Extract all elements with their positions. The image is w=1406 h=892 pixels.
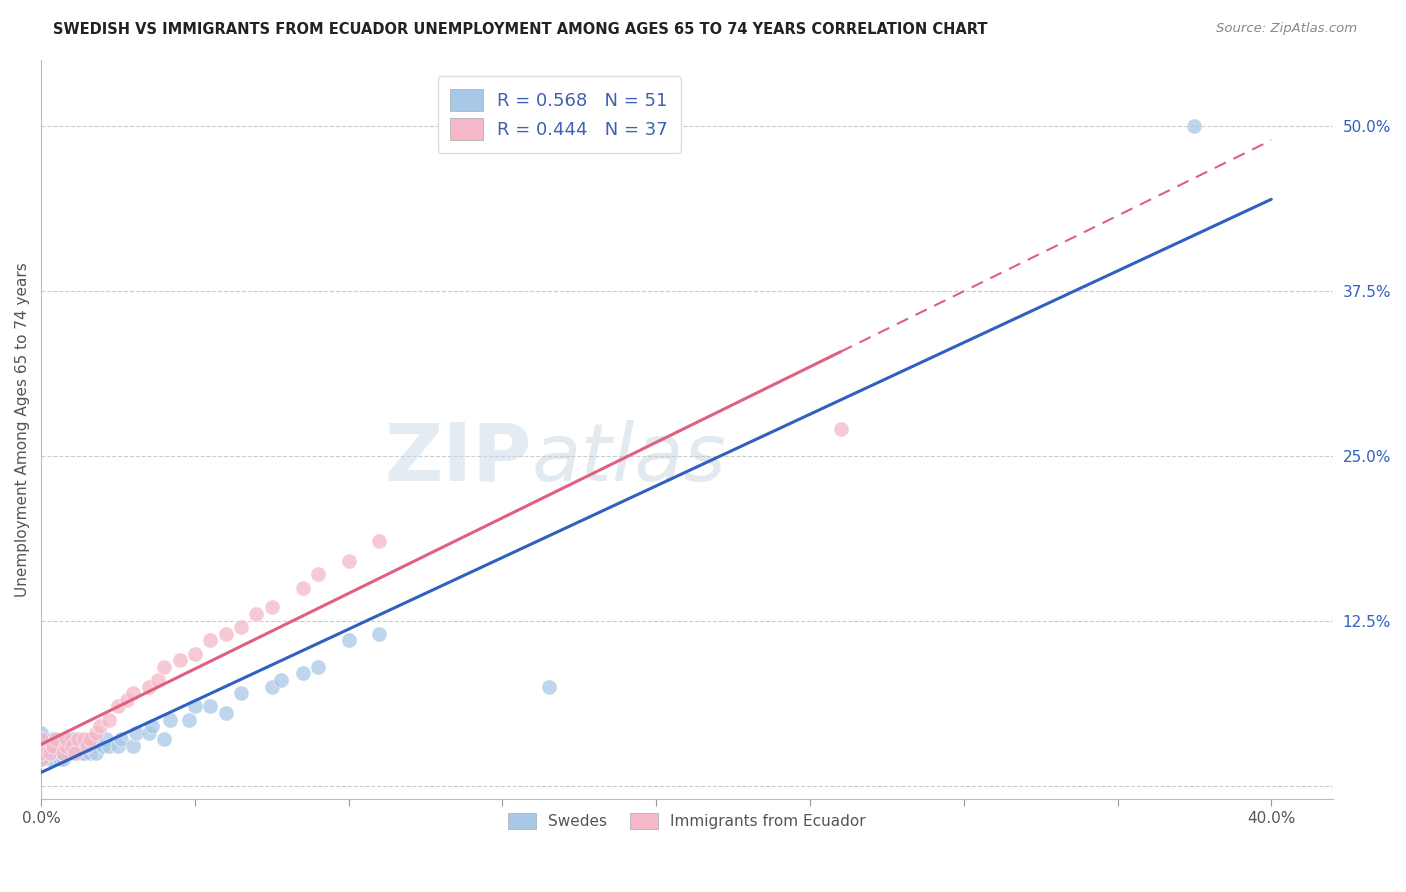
Point: [30, 739, 52, 753]
Point: [830, 422, 852, 436]
Point: [39, 752, 62, 766]
Point: [30, 746, 52, 760]
Point: [146, 673, 169, 687]
Point: [30, 739, 52, 753]
Point: [70, 746, 93, 760]
Point: [73, 739, 96, 753]
Point: [153, 732, 176, 747]
Point: [66, 732, 89, 747]
Point: [122, 686, 145, 700]
Point: [368, 627, 391, 641]
Point: [86, 746, 108, 760]
Point: [60, 739, 83, 753]
Point: [184, 699, 207, 714]
Point: [42, 732, 65, 747]
Point: [55, 732, 77, 747]
Text: ZIP: ZIP: [385, 420, 531, 498]
Point: [107, 699, 129, 714]
Point: [337, 554, 360, 568]
Point: [200, 633, 222, 648]
Point: [30, 726, 52, 740]
Y-axis label: Unemployment Among Ages 65 to 74 years: Unemployment Among Ages 65 to 74 years: [15, 262, 30, 597]
Point: [184, 647, 207, 661]
Point: [63, 739, 86, 753]
Point: [141, 719, 163, 733]
Point: [229, 620, 252, 634]
Point: [138, 680, 160, 694]
Point: [52, 752, 75, 766]
Point: [79, 732, 101, 747]
Point: [337, 633, 360, 648]
Point: [107, 739, 129, 753]
Point: [153, 660, 176, 674]
Point: [138, 726, 160, 740]
Point: [177, 713, 200, 727]
Point: [89, 719, 111, 733]
Point: [63, 746, 86, 760]
Point: [125, 726, 148, 740]
Point: [30, 732, 52, 747]
Point: [159, 713, 181, 727]
Point: [94, 732, 117, 747]
Point: [39, 746, 62, 760]
Point: [39, 739, 62, 753]
Point: [270, 673, 292, 687]
Point: [82, 732, 104, 747]
Point: [60, 746, 83, 760]
Point: [97, 739, 120, 753]
Point: [368, 534, 391, 549]
Point: [122, 739, 145, 753]
Point: [200, 699, 222, 714]
Point: [1182, 119, 1205, 133]
Point: [307, 567, 329, 582]
Text: SWEDISH VS IMMIGRANTS FROM ECUADOR UNEMPLOYMENT AMONG AGES 65 TO 74 YEARS CORREL: SWEDISH VS IMMIGRANTS FROM ECUADOR UNEMP…: [53, 22, 988, 37]
Point: [52, 746, 75, 760]
Point: [30, 752, 52, 766]
Point: [52, 746, 75, 760]
Point: [45, 732, 67, 747]
Point: [73, 746, 96, 760]
Point: [291, 581, 314, 595]
Point: [76, 739, 98, 753]
Point: [110, 732, 132, 747]
Point: [307, 660, 329, 674]
Point: [260, 680, 283, 694]
Point: [82, 739, 104, 753]
Point: [79, 746, 101, 760]
Point: [48, 746, 70, 760]
Point: [169, 653, 191, 667]
Point: [30, 752, 52, 766]
Point: [86, 726, 108, 740]
Point: [48, 752, 70, 766]
Point: [70, 739, 93, 753]
Point: [55, 739, 77, 753]
Point: [73, 732, 96, 747]
Point: [229, 686, 252, 700]
Point: [91, 739, 114, 753]
Legend: Swedes, Immigrants from Ecuador: Swedes, Immigrants from Ecuador: [502, 806, 872, 836]
Point: [60, 739, 83, 753]
Point: [42, 739, 65, 753]
Text: atlas: atlas: [531, 420, 727, 498]
Text: Source: ZipAtlas.com: Source: ZipAtlas.com: [1216, 22, 1357, 36]
Point: [260, 600, 283, 615]
Point: [214, 627, 236, 641]
Point: [537, 680, 560, 694]
Point: [48, 739, 70, 753]
Point: [30, 732, 52, 747]
Point: [30, 746, 52, 760]
Point: [63, 746, 86, 760]
Point: [60, 732, 83, 747]
Point: [52, 739, 75, 753]
Point: [97, 713, 120, 727]
Point: [214, 706, 236, 720]
Point: [291, 666, 314, 681]
Point: [115, 693, 138, 707]
Point: [245, 607, 267, 621]
